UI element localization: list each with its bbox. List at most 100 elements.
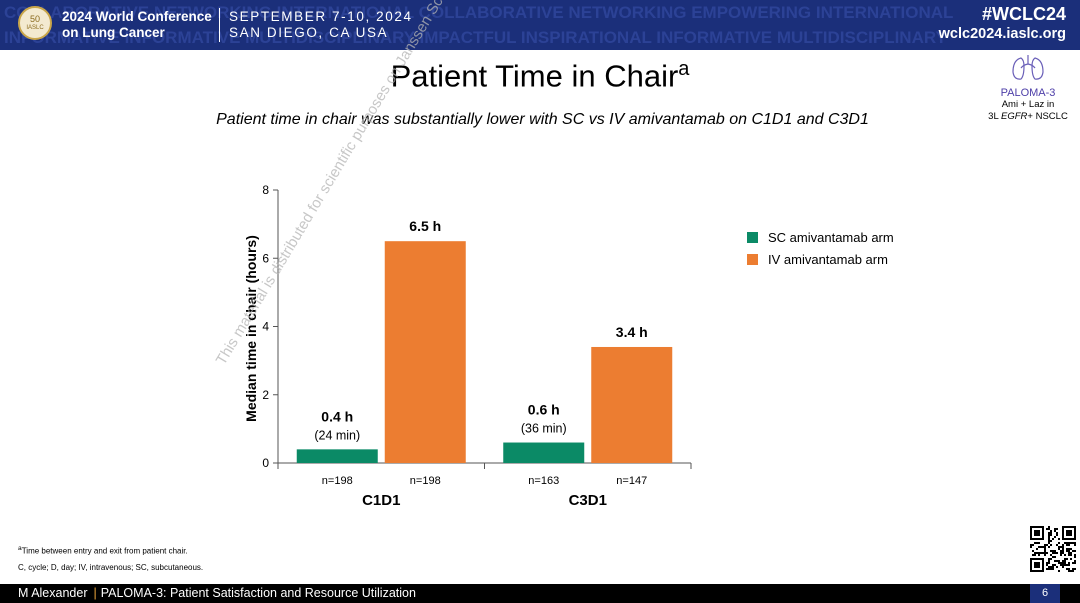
- qr-module: [1062, 560, 1064, 562]
- qr-finder-center: [1066, 530, 1072, 536]
- qr-module: [1046, 544, 1048, 546]
- qr-module: [1054, 552, 1056, 554]
- badge-line-2: 3L EGFR+ NSCLC: [980, 111, 1076, 123]
- qr-module: [1048, 538, 1050, 540]
- qr-module: [1048, 568, 1050, 570]
- conference-date-line-1: SEPTEMBER 7-10, 2024: [229, 9, 413, 24]
- qr-module: [1044, 552, 1046, 554]
- qr-module: [1056, 560, 1058, 562]
- qr-module: [1074, 542, 1076, 544]
- qr-module: [1036, 552, 1038, 554]
- bar-c1d1-series-1: [296, 449, 378, 463]
- qr-module: [1068, 550, 1070, 552]
- conference-banner: COLLABORATIVE NETWORKING INTERNATIONAL C…: [0, 0, 1080, 50]
- qr-module: [1074, 568, 1076, 570]
- qr-module: [1044, 548, 1046, 550]
- slide-title-superscript: a: [678, 58, 690, 80]
- qr-module: [1048, 566, 1050, 568]
- qr-module: [1072, 562, 1074, 564]
- qr-module: [1056, 534, 1058, 536]
- conference-location-line: SAN DIEGO, CA USA: [229, 25, 389, 40]
- qr-module: [1048, 540, 1050, 542]
- qr-module: [1050, 540, 1052, 542]
- badge-line-2-prefix: 3L: [988, 111, 1002, 122]
- qr-module: [1062, 546, 1064, 548]
- qr-module: [1068, 564, 1070, 566]
- qr-module: [1074, 554, 1076, 556]
- badge-line-2-gene: EGFR: [1001, 111, 1028, 122]
- bar-label-group: 0.4 h (24 min) n=198 6.5 h n=198 C1D1 0.6 h (36…: [314, 218, 647, 509]
- qr-module: [1072, 550, 1074, 552]
- page-number: 6: [1030, 584, 1060, 603]
- qr-module: [1068, 542, 1070, 544]
- badge-line-1: Ami + Laz in: [1001, 99, 1055, 110]
- qr-module: [1070, 570, 1072, 572]
- qr-module: [1038, 546, 1040, 548]
- banner-words-line-1: COLLABORATIVE NETWORKING INTERNATIONAL C…: [4, 3, 954, 22]
- qr-module: [1054, 560, 1056, 562]
- qr-module: [1054, 530, 1056, 532]
- conference-name: 2024 World Conference on Lung Cancer: [62, 9, 212, 41]
- talk-title: PALOMA-3: Patient Satisfaction and Resou…: [100, 586, 416, 600]
- qr-module: [1064, 542, 1066, 544]
- qr-module: [1054, 556, 1056, 558]
- banner-divider: [219, 8, 220, 42]
- conference-website: wclc2024.iaslc.org: [938, 26, 1066, 42]
- slide-subtitle: Patient time in chair was substantially …: [216, 111, 869, 128]
- qr-module: [1030, 544, 1032, 546]
- banner-background-words: COLLABORATIVE NETWORKING INTERNATIONAL C…: [0, 0, 1080, 50]
- qr-module: [1072, 570, 1074, 572]
- qr-module: [1070, 554, 1072, 556]
- qr-module: [1052, 564, 1054, 566]
- qr-module: [1062, 566, 1064, 568]
- qr-module: [1042, 552, 1044, 554]
- qr-module: [1074, 556, 1076, 558]
- bar-sublabel: (36 min): [521, 422, 567, 436]
- qr-module: [1048, 528, 1050, 530]
- qr-module: [1054, 564, 1056, 566]
- bar-value-label: 3.4 h: [616, 324, 648, 340]
- qr-module: [1052, 552, 1054, 554]
- qr-module: [1046, 562, 1048, 564]
- qr-module: [1050, 568, 1052, 570]
- qr-module: [1060, 562, 1062, 564]
- qr-module: [1044, 546, 1046, 548]
- qr-module: [1056, 544, 1058, 546]
- qr-code-icon[interactable]: [1030, 526, 1076, 572]
- bar-value-label: 0.6 h: [528, 402, 560, 418]
- qr-module: [1050, 534, 1052, 536]
- qr-module: [1062, 550, 1064, 552]
- qr-module: [1056, 552, 1058, 554]
- badge-study-name: PALOMA-3: [1000, 87, 1056, 99]
- qr-module: [1060, 564, 1062, 566]
- qr-module: [1066, 542, 1068, 544]
- bar-sublabel: (24 min): [314, 428, 360, 442]
- qr-module: [1058, 548, 1060, 550]
- y-tick-label: 0: [262, 456, 269, 470]
- qr-module: [1060, 550, 1062, 552]
- qr-module: [1040, 552, 1042, 554]
- qr-module: [1050, 550, 1052, 552]
- qr-module: [1066, 558, 1068, 560]
- y-tick-label: 4: [262, 320, 269, 334]
- x-category-label: C1D1: [362, 492, 400, 509]
- bar-sample-size-label: n=163: [528, 475, 559, 487]
- legend-item: SC amivantamab arm: [747, 226, 894, 248]
- qr-module: [1050, 554, 1052, 556]
- qr-module: [1060, 546, 1062, 548]
- qr-module: [1048, 546, 1050, 548]
- qr-module: [1074, 544, 1076, 546]
- bar-group: [296, 241, 673, 463]
- qr-module: [1070, 558, 1072, 560]
- y-tick-label: 8: [262, 183, 269, 197]
- qr-module: [1068, 570, 1070, 572]
- qr-finder-center: [1034, 530, 1040, 536]
- conference-date: SEPTEMBER 7-10, 2024 SAN DIEGO, CA USA: [229, 9, 413, 41]
- qr-module: [1032, 554, 1034, 556]
- slide-title: Patient Time in Chaira: [0, 58, 1080, 94]
- qr-module: [1046, 568, 1048, 570]
- qr-module: [1058, 560, 1060, 562]
- qr-module: [1068, 554, 1070, 556]
- qr-module: [1038, 554, 1040, 556]
- qr-module: [1066, 564, 1068, 566]
